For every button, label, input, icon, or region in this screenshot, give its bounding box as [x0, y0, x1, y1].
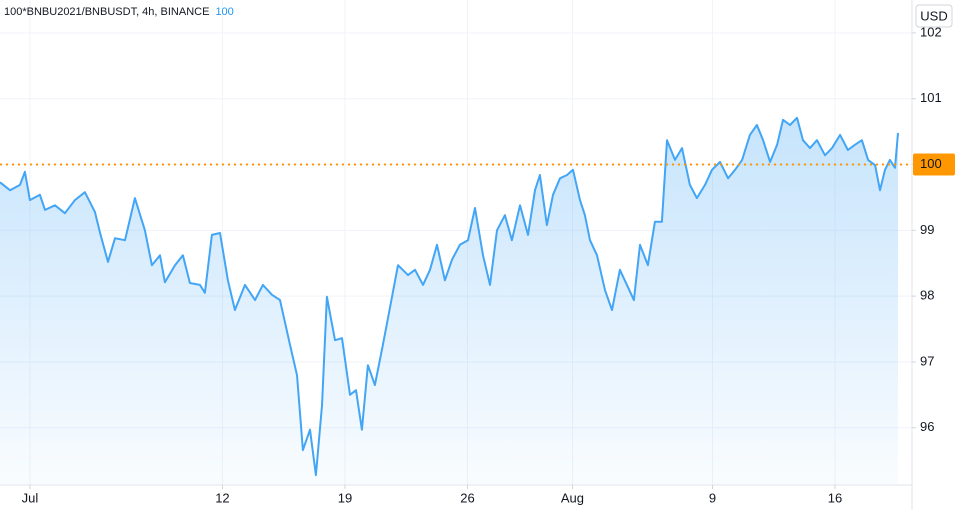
- y-tick-label: 96: [920, 419, 934, 434]
- x-tick-label: Aug: [561, 490, 584, 505]
- x-tick-label: 26: [460, 490, 474, 505]
- y-unit: USD: [920, 8, 947, 23]
- x-tick-label: Jul: [22, 490, 39, 505]
- plot: [0, 116, 912, 486]
- legend-text: 100*BNBU2021/BNBUSDT, 4h, BINANCE: [4, 6, 209, 18]
- x-tick-label: 9: [709, 490, 716, 505]
- y-tick-label: 102: [920, 24, 942, 39]
- y-tick-label: 97: [920, 353, 934, 368]
- area: [0, 117, 898, 486]
- axes: 96979899100101102Jul121926Aug916100: [22, 24, 955, 505]
- y-tick-label: 98: [920, 288, 934, 303]
- x-tick-label: 19: [338, 490, 352, 505]
- x-tick-label: 16: [828, 490, 842, 505]
- unit-box: [915, 4, 953, 28]
- line: [0, 116, 899, 477]
- x-tick-label: 12: [215, 490, 229, 505]
- y-tick-label: 99: [920, 222, 934, 237]
- y-tick-label: 101: [920, 90, 942, 105]
- price-line-box: [913, 153, 955, 176]
- price-line-label: 100: [920, 156, 942, 171]
- last-value: 100: [215, 6, 233, 18]
